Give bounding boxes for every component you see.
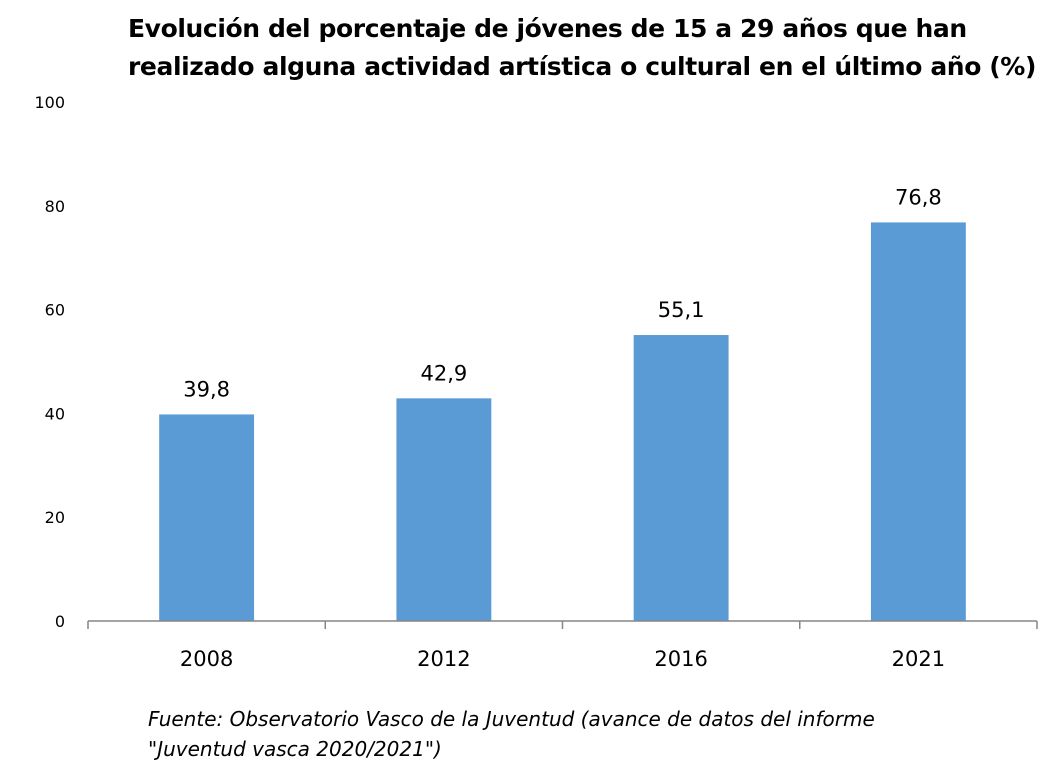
bar-2008 [159, 414, 255, 621]
y-tick-label: 80 [45, 197, 65, 216]
bars [159, 222, 966, 621]
x-axis: 2008 2012 2016 2021 [87, 620, 1038, 671]
y-tick-label: 20 [45, 508, 65, 527]
source-note: Fuente: Observatorio Vasco de la Juventu… [148, 704, 1028, 764]
source-note-line-1: Fuente: Observatorio Vasco de la Juventu… [148, 707, 875, 731]
x-tick-label-2012: 2012 [417, 647, 470, 671]
chart-title: Evolución del porcentaje de jóvenes de 1… [128, 10, 1048, 86]
chart-title-line-1: Evolución del porcentaje de jóvenes de 1… [128, 14, 967, 43]
chart-title-line-2: realizado alguna actividad artística o c… [128, 52, 1036, 81]
x-tick-label-2016: 2016 [654, 647, 707, 671]
bar-2016 [633, 335, 729, 621]
data-labels: 39,8 42,9 55,1 76,8 [183, 185, 942, 401]
y-tick-label: 100 [34, 93, 65, 112]
x-tick-label-2021: 2021 [892, 647, 945, 671]
data-label-2021: 76,8 [895, 185, 942, 209]
y-tick-label: 0 [55, 612, 65, 631]
bar-2012 [396, 398, 492, 621]
y-tick-label: 40 [45, 404, 65, 423]
y-tick-label: 60 [45, 301, 65, 320]
y-axis-tick-labels: 0 20 40 60 80 100 [34, 93, 65, 631]
data-label-2008: 39,8 [183, 377, 230, 401]
data-label-2012: 42,9 [420, 361, 467, 385]
data-label-2016: 55,1 [658, 298, 705, 322]
x-tick-label-2008: 2008 [180, 647, 233, 671]
source-note-line-2: "Juventud vasca 2020/2021") [148, 737, 442, 761]
bar-2021 [870, 222, 966, 621]
